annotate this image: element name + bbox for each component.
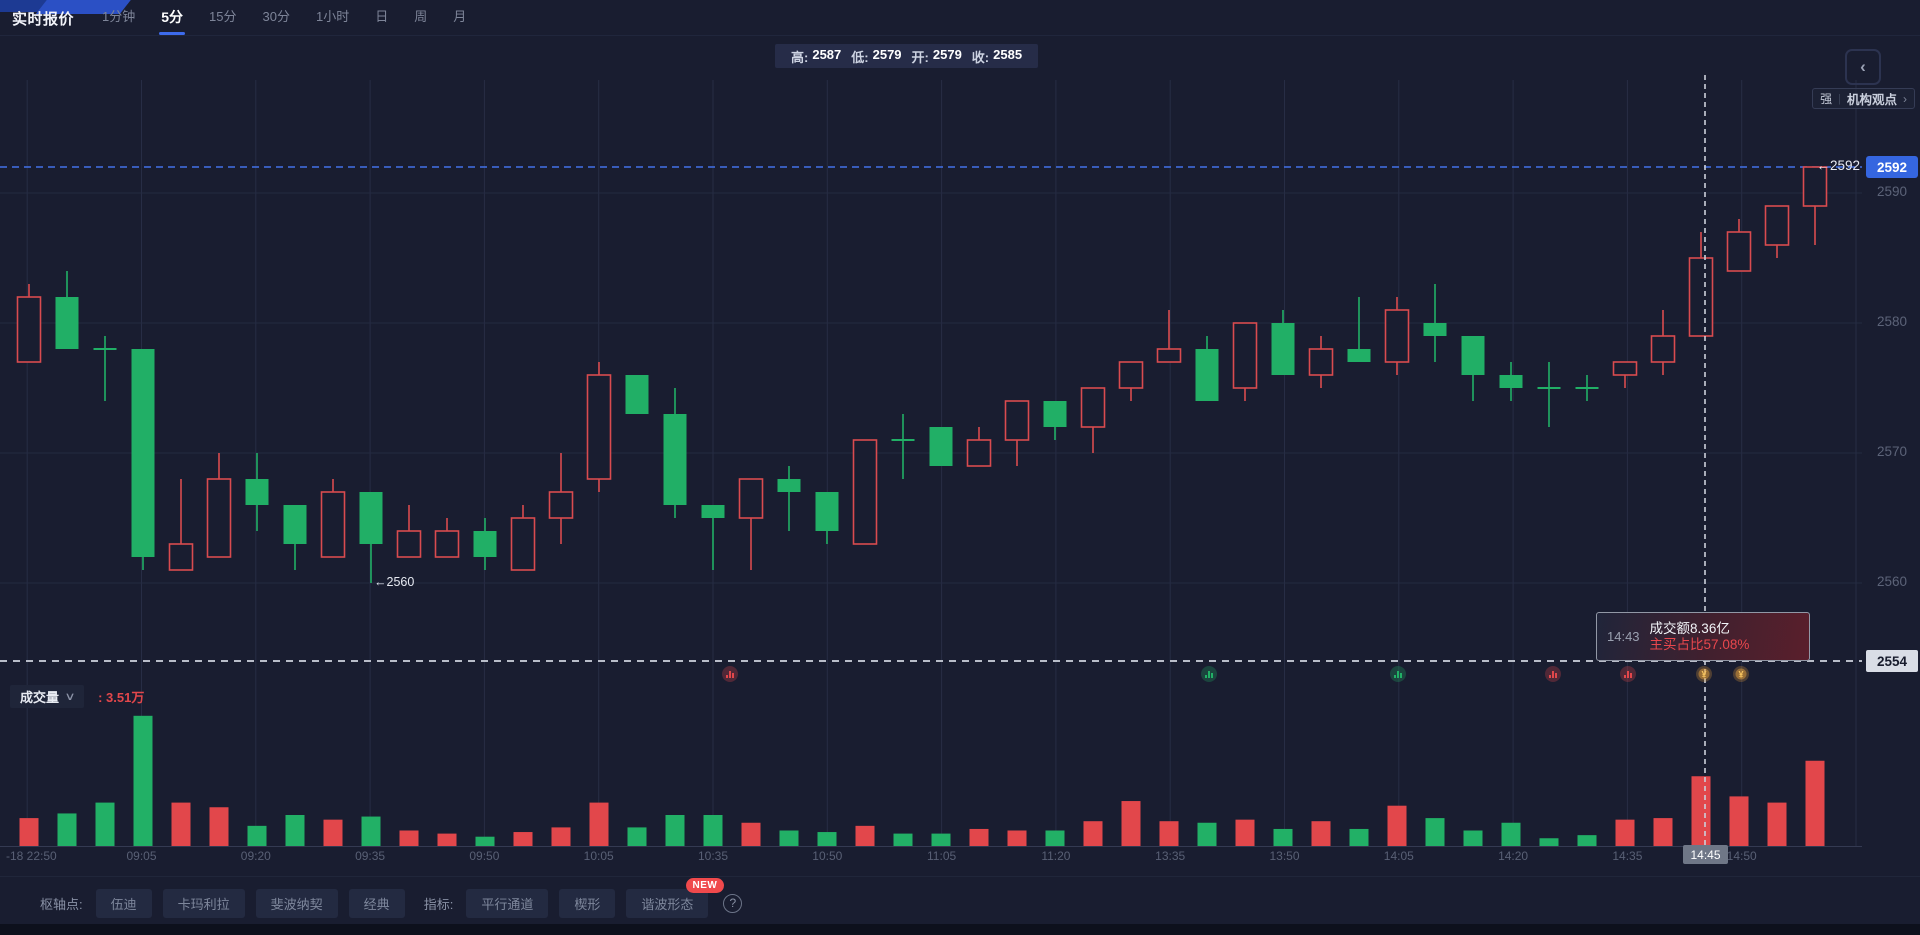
svg-text:¥: ¥ — [1701, 670, 1706, 680]
time-label: 11:20 — [1041, 849, 1071, 863]
time-label: 09:50 — [469, 849, 500, 863]
period-tab[interactable]: 1分钟 — [102, 9, 136, 24]
period-tab[interactable]: 1小时 — [315, 9, 350, 24]
time-label: 10:35 — [697, 849, 729, 863]
price-tick: 2580 — [1876, 314, 1908, 329]
period-tab[interactable]: 日 — [375, 9, 389, 24]
toolbar-divider — [0, 876, 1920, 877]
volume-indicator-selector[interactable]: 成交量 ∨ — [10, 685, 85, 708]
time-label: 09:20 — [240, 849, 271, 863]
time-label: 10:50 — [812, 849, 843, 863]
help-icon[interactable]: ? — [723, 893, 743, 913]
chevron-down-icon: ∨ — [64, 691, 76, 703]
current-price-inline: ←2592 — [1816, 158, 1860, 173]
price-tick: 2590 — [1876, 184, 1908, 199]
turnover-value: 成交额8.36亿 — [1649, 620, 1730, 636]
bottom-strip — [0, 924, 1920, 935]
time-axis: -18 22:50 09:05 09:20 09:35 09:50 10:05 10:35 1… — [0, 848, 1862, 866]
crosshair-time-badge: 14:45 — [1683, 845, 1728, 864]
pivot-button[interactable]: 卡玛利拉 — [162, 888, 245, 918]
ohlc-tooltip: 高: 2587 低: 2579 开: 2579 收: 2585 — [775, 44, 1039, 68]
time-label: 09:05 — [126, 849, 157, 863]
page-title: 实时报价 — [12, 10, 75, 28]
period-tab[interactable]: 30分 — [262, 9, 290, 24]
period-tab[interactable]: 15分 — [209, 9, 237, 24]
indicator-button[interactable]: 平行通道 — [466, 888, 549, 918]
time-label: 14:50 — [1726, 849, 1757, 863]
current-price-badge: 2592 — [1866, 156, 1918, 178]
time-label: 10:05 — [583, 849, 614, 863]
time-label: 13:50 — [1269, 849, 1300, 863]
pill-divider: | — [1838, 92, 1841, 105]
pivot-button[interactable]: 伍迪 — [95, 888, 152, 918]
time-label: 09:35 — [355, 849, 386, 863]
chevron-right-icon: › — [1903, 91, 1907, 106]
price-tick: 2560 — [1876, 574, 1908, 589]
ohlc-item: 收: 2585 — [971, 46, 1023, 65]
svg-text:¥: ¥ — [1738, 670, 1743, 680]
ohlc-item: 低: 2579 — [851, 46, 902, 65]
indicator-button[interactable]: 谐波形态 NEW — [626, 877, 725, 918]
drawing-toolbar: 枢轴点: 伍迪 卡玛利拉 斐波纳契 经典 指标: 平行通道 楔形 谐波形态 NEW ? — [40, 877, 743, 918]
pivot-button[interactable]: 斐波纳契 — [255, 888, 338, 918]
low-price-annotation: ←2560 — [374, 575, 415, 589]
top-bar: 实时报价 1分钟 5分 15分 30分 1小时 日 周 月 — [0, 0, 1920, 36]
ohlc-item: 高: 2587 — [791, 46, 842, 65]
ohlc-item: 开: 2579 — [911, 46, 962, 65]
time-label: 14:20 — [1498, 849, 1529, 863]
crosshair-time: 14:43 — [1607, 629, 1640, 644]
period-tab[interactable]: 周 — [414, 9, 428, 24]
crosshair-tooltip: 14:43 成交额8.36亿 主买占比57.08% — [1596, 612, 1810, 661]
time-label: 11:05 — [927, 849, 957, 863]
institution-view-label: 机构观点 — [1846, 93, 1897, 107]
pivot-label: 枢轴点: — [40, 896, 83, 912]
new-badge: NEW — [685, 877, 725, 893]
time-label: 14:35 — [1612, 849, 1643, 863]
period-tabs: 1分钟 5分 15分 30分 1小时 日 周 月 — [102, 0, 466, 36]
volume-value: : 3.51万 — [98, 690, 145, 705]
volume-label: 成交量 — [20, 690, 60, 705]
floor-price-badge: 2554 — [1866, 650, 1918, 672]
period-tab[interactable]: 月 — [453, 9, 467, 24]
pivot-button[interactable]: 经典 — [348, 888, 405, 918]
indicator-label: 指标: — [423, 896, 454, 912]
period-tab[interactable]: 5分 — [161, 0, 183, 36]
institution-view-button[interactable]: 强 | 机构观点 › — [1812, 88, 1915, 109]
strength-badge: 强 — [1820, 92, 1833, 106]
collapse-panel-button[interactable]: ‹ — [1845, 49, 1881, 85]
indicator-button[interactable]: 楔形 — [559, 888, 616, 918]
chevron-left-icon: ‹ — [1860, 57, 1866, 76]
price-tick: 2570 — [1876, 444, 1908, 459]
time-label: -18 22:50 — [6, 849, 57, 863]
time-label: 14:05 — [1383, 849, 1414, 863]
main-buy-ratio: 主买占比57.08% — [1649, 636, 1750, 652]
time-label: 13:35 — [1155, 849, 1186, 863]
